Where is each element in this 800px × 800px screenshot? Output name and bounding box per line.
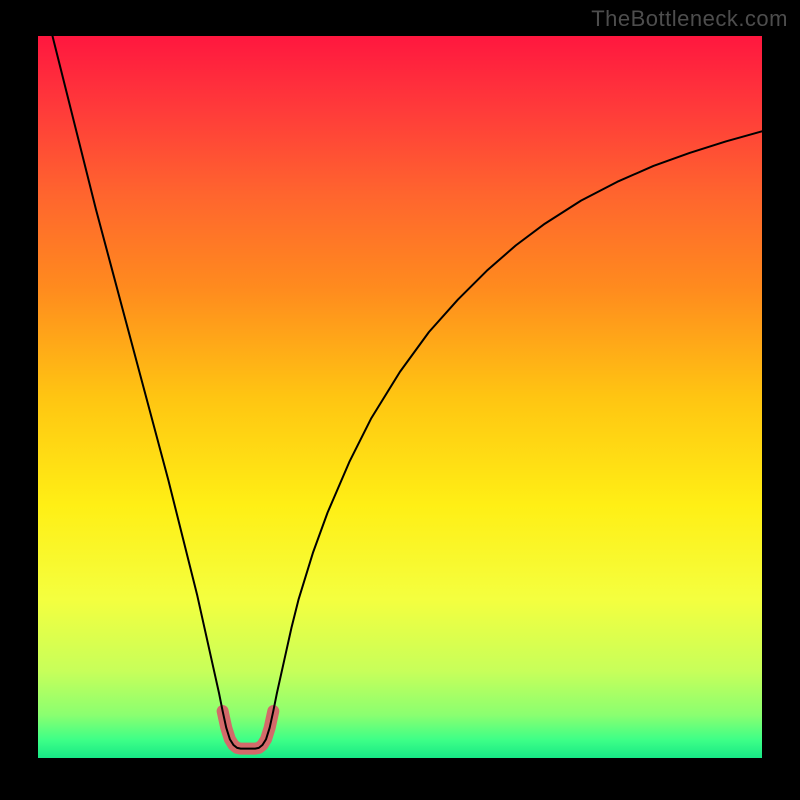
chart-svg [0,0,800,800]
